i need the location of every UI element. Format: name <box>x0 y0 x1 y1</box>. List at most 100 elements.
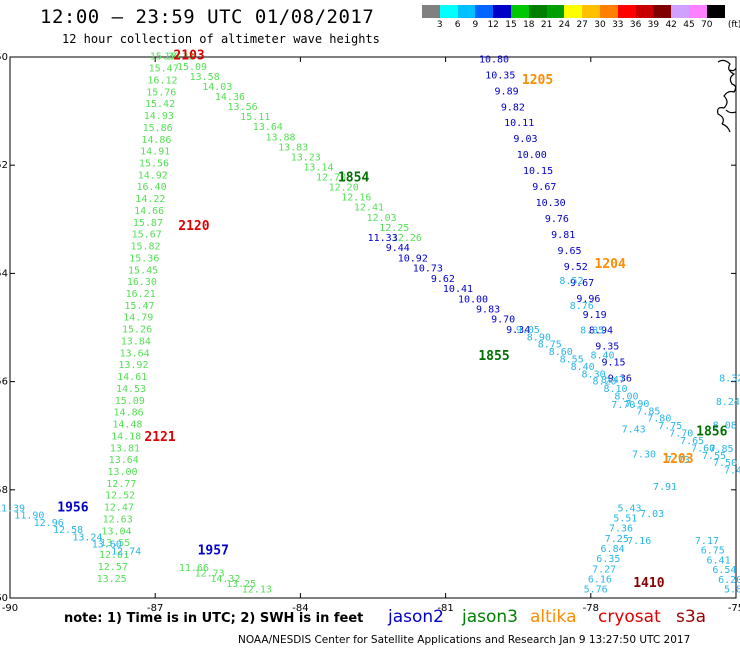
wave-height-point: 7.91 <box>653 482 677 493</box>
color-scale-label: 15 <box>505 20 517 30</box>
color-swatch <box>510 5 529 18</box>
wave-height-point: 7.75 <box>658 421 682 432</box>
color-scale-label: 3 <box>436 20 443 30</box>
color-scale-label: 70 <box>701 20 713 30</box>
color-swatch <box>599 5 618 18</box>
wave-height-point: 14.18 <box>111 431 141 442</box>
wave-height-point: 9.35 <box>595 342 619 353</box>
wave-height-point: 13.14 <box>303 162 333 173</box>
wave-height-point: 16.12 <box>147 75 177 86</box>
wave-height-point: 12.20 <box>329 183 359 194</box>
y-tick-label: -52 <box>0 160 8 171</box>
color-scale-label: 42 <box>665 20 677 30</box>
wave-height-point: 8.00 <box>614 392 638 403</box>
wave-height-point: 15.45 <box>128 265 158 276</box>
legend-altika: altika <box>530 607 577 627</box>
wave-height-point: 8.75 <box>538 340 562 351</box>
wave-height-point: 14.32 <box>210 574 240 585</box>
color-scale-label: 39 <box>647 20 660 30</box>
wave-height-point: 12.73 <box>195 568 225 579</box>
wave-height-point: 12.52 <box>105 491 135 502</box>
y-tick-label: -54 <box>0 268 8 279</box>
wave-height-point: 15.09 <box>177 62 207 73</box>
wave-height-point: 7.55 <box>702 451 726 462</box>
wave-height-point: 14.48 <box>112 420 142 431</box>
wave-height-point: 15.47 <box>149 64 179 75</box>
wave-height-point: 7.85 <box>636 406 660 417</box>
wave-height-point: 7.16 <box>627 536 651 547</box>
y-tick-label: -60 <box>0 593 8 604</box>
color-swatch <box>582 5 600 18</box>
wave-height-point: 15.42 <box>145 99 175 110</box>
wave-height-point: 15.56 <box>139 158 169 169</box>
color-swatch <box>457 5 476 18</box>
wave-height-point: 13.60 <box>92 540 122 551</box>
color-swatch <box>546 5 565 18</box>
color-scale-label: 24 <box>558 20 571 30</box>
wave-height-point: 6.54 <box>712 565 736 576</box>
wave-height-point: 14.03 <box>202 82 232 93</box>
wave-height-point: 8.40 <box>591 350 615 361</box>
wave-height-point: 7.03 <box>640 509 664 520</box>
color-swatch <box>653 5 672 18</box>
wave-height-point: 12.74 <box>111 547 141 558</box>
pass-time-label: 1956 <box>57 500 88 515</box>
wave-height-point: 12.01 <box>99 550 129 561</box>
wave-height-point: 14.66 <box>134 206 164 217</box>
wave-height-point: 9.67 <box>570 278 594 289</box>
pass-time-label: 2120 <box>178 219 209 234</box>
wave-height-point: 9.05 <box>516 325 540 336</box>
wave-height-point: 14.61 <box>117 372 147 383</box>
color-swatch <box>688 5 707 18</box>
wave-height-point: 14.22 <box>135 194 165 205</box>
wave-height-point: 14.86 <box>114 408 144 419</box>
wave-height-point: 14.36 <box>215 92 245 103</box>
wave-height-point: 9.52 <box>564 262 588 273</box>
pass-time-label: 1205 <box>522 73 553 88</box>
wave-height-point: 10.00 <box>517 150 547 161</box>
wave-height-point: 13.56 <box>228 102 258 113</box>
wave-height-point: 11.39 <box>0 503 25 514</box>
footer-note: note: 1) Time is in UTC; 2) SWH is in fe… <box>64 611 364 626</box>
x-tick-label: -75 <box>728 603 740 614</box>
wave-height-point: 9.15 <box>602 358 626 369</box>
wave-height-point: 5.76 <box>584 585 608 596</box>
wave-height-point: 15.11 <box>240 112 270 123</box>
wave-height-point: 7.70 <box>611 400 635 411</box>
legend-jason2: jason2 <box>388 607 444 627</box>
pass-time-label: 1957 <box>198 544 229 559</box>
wave-height-point: 9.65 <box>557 246 581 257</box>
wave-height-point: 10.92 <box>398 253 428 264</box>
wave-height-point: 7.25 <box>605 534 629 545</box>
wave-height-point: 8.47 <box>601 375 625 386</box>
wave-height-point: 11.66 <box>179 563 209 574</box>
wave-height-point: 9.96 <box>576 294 600 305</box>
wave-height-point: 8.40 <box>571 362 595 373</box>
wave-height-point: 10.30 <box>536 198 566 209</box>
wave-height-point: 7.43 <box>622 425 646 436</box>
wave-height-point: 12.26 <box>392 233 422 244</box>
wave-height-point: 7.80 <box>647 414 671 425</box>
wave-height-point: 5.43 <box>617 503 641 514</box>
wave-height-point: 15.86 <box>143 123 173 134</box>
wave-height-point: 15.47 <box>124 301 154 312</box>
x-tick-label: -84 <box>292 603 308 614</box>
wave-height-point: 9.81 <box>551 230 575 241</box>
wave-height-point: 12.57 <box>98 562 128 573</box>
wave-height-point: 12.41 <box>354 203 384 214</box>
wave-height-point: 11.90 <box>14 511 44 522</box>
wave-height-point: 8.32 <box>719 374 740 385</box>
wave-height-point: 13.64 <box>253 122 283 133</box>
wave-height-point: 6.75 <box>701 546 725 557</box>
color-scale-label: 33 <box>612 20 624 30</box>
wave-height-point: 10.11 <box>504 118 534 129</box>
wave-height-point: 13.23 <box>291 152 321 163</box>
wave-height-point: 8.90 <box>527 332 551 343</box>
color-scale-label: 45 <box>683 20 695 30</box>
wave-height-point: 13.83 <box>278 142 308 153</box>
wave-height-point: 12.63 <box>103 514 133 525</box>
wave-height-point: 8.30 <box>582 369 606 380</box>
wave-height-point: 7.45 <box>724 466 740 477</box>
wave-height-point: 13.24 <box>72 532 102 543</box>
